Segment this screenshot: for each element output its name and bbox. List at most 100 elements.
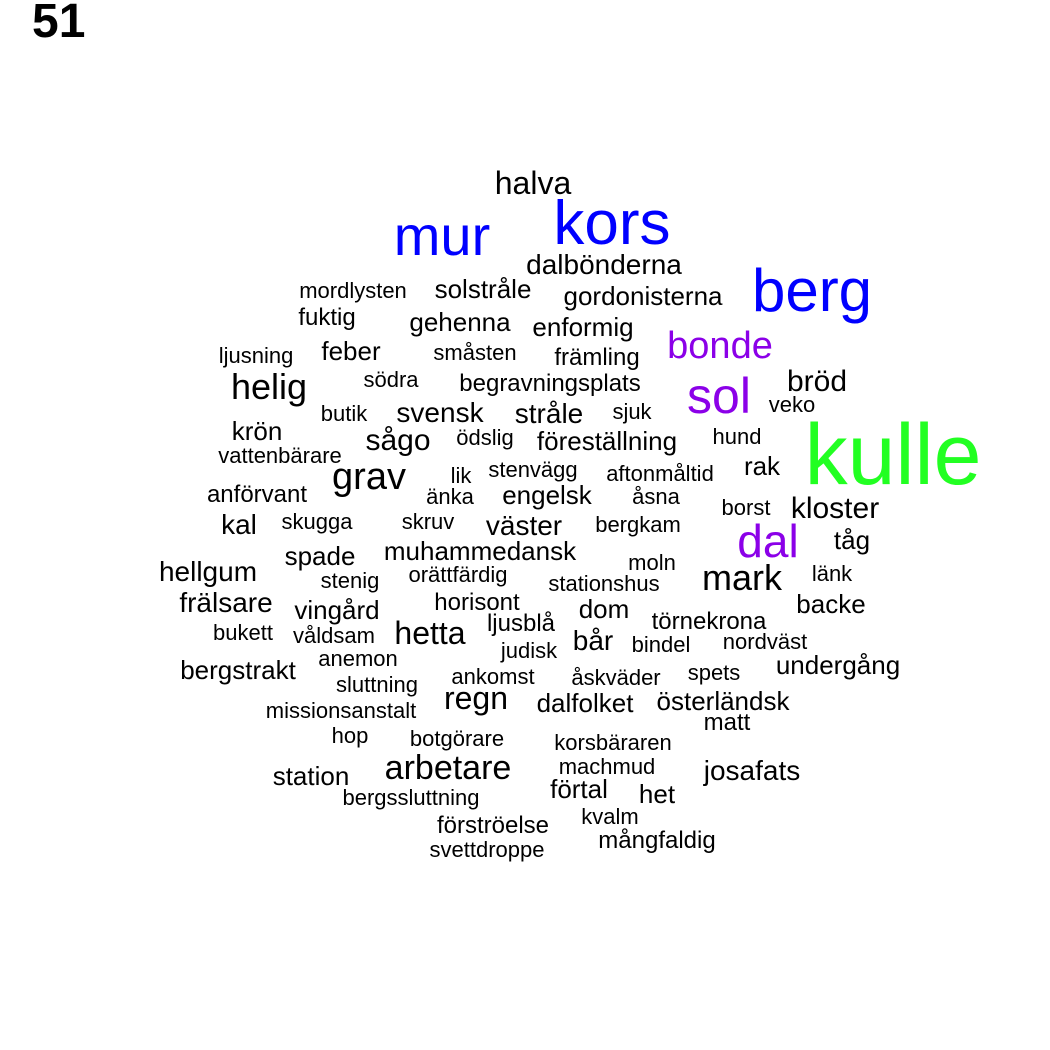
word-sluttning: sluttning <box>336 672 418 697</box>
word-sjuk: sjuk <box>612 399 652 424</box>
word-dalbönderna: dalbönderna <box>526 249 682 280</box>
word-bröd: bröd <box>786 365 848 398</box>
word-södra: södra <box>363 367 419 392</box>
word-het: het <box>638 779 676 809</box>
word-helig: helig <box>230 366 308 407</box>
word-mark: mark <box>702 557 782 598</box>
word-spets: spets <box>687 660 741 685</box>
word-enformig: enformig <box>532 312 634 342</box>
word-gordonisterna: gordonisterna <box>563 281 723 311</box>
word-svettdroppe: svettdroppe <box>429 837 545 862</box>
word-regn: regn <box>443 680 509 716</box>
word-halva: halva <box>494 165 572 201</box>
word-station: station <box>272 761 350 791</box>
word-kvalm: kvalm <box>581 804 639 829</box>
word-mur: mur <box>393 204 491 267</box>
word-ödslig: ödslig <box>456 425 514 450</box>
word-hop: hop <box>331 723 369 748</box>
word-engelsk: engelsk <box>502 480 592 510</box>
word-ljusning: ljusning <box>218 343 294 368</box>
word-mångfaldig: mångfaldig <box>598 827 716 854</box>
word-kulle: kulle <box>804 407 982 503</box>
word-främling: främling <box>554 344 640 371</box>
word-grav: grav <box>332 456 406 498</box>
word-anförvant: anförvant <box>206 481 308 508</box>
word-gehenna: gehenna <box>409 307 511 337</box>
word-bår: bår <box>572 625 614 656</box>
word-bergkam: bergkam <box>595 512 681 537</box>
word-svensk: svensk <box>396 397 484 428</box>
word-vingård: vingård <box>294 595 380 625</box>
word-mordlysten: mordlysten <box>299 278 407 303</box>
word-begravningsplats: begravningsplats <box>459 370 641 397</box>
word-dom: dom <box>578 594 630 624</box>
word-horisont: horisont <box>434 589 520 616</box>
word-feber: feber <box>321 336 381 366</box>
word-missionsanstalt: missionsanstalt <box>265 698 417 723</box>
word-småsten: småsten <box>433 340 517 365</box>
word-österländsk: österländsk <box>656 686 790 716</box>
word-föreställning: föreställning <box>536 426 678 456</box>
word-veko: veko <box>768 392 816 417</box>
word-stenvägg: stenvägg <box>488 457 578 482</box>
word-dalfolket: dalfolket <box>536 688 634 718</box>
word-berg: berg <box>751 257 873 324</box>
word-spade: spade <box>284 541 356 571</box>
word-stationshus: stationshus <box>548 571 660 596</box>
word-machmud: machmud <box>558 754 656 779</box>
word-butik: butik <box>320 401 368 426</box>
word-törnekrona: törnekrona <box>651 608 767 635</box>
word-anemon: anemon <box>318 646 398 671</box>
word-moln: moln <box>628 550 676 575</box>
word-stråle: stråle <box>514 398 584 429</box>
word-bergssluttning: bergssluttning <box>342 785 480 810</box>
word-rak: rak <box>743 451 781 481</box>
word-bonde: bonde <box>667 325 773 367</box>
word-hellgum: hellgum <box>158 556 258 587</box>
word-bindel: bindel <box>631 632 691 657</box>
word-fuktig: fuktig <box>298 304 356 331</box>
word-krön: krön <box>231 416 283 446</box>
word-matt: matt <box>703 709 751 736</box>
word-förtal: förtal <box>550 774 608 804</box>
word-våldsam: våldsam <box>293 623 375 648</box>
word-skruv: skruv <box>401 509 455 534</box>
word-ljusblå: ljusblå <box>486 610 556 637</box>
word-kors: kors <box>553 189 671 258</box>
word-åskväder: åskväder <box>571 665 661 690</box>
word-skugga: skugga <box>281 509 353 534</box>
word-bergstrakt: bergstrakt <box>180 655 296 685</box>
word-backe: backe <box>796 589 866 619</box>
word-änka: änka <box>426 484 474 509</box>
word-judisk: judisk <box>500 638 558 663</box>
word-lik: lik <box>450 463 472 488</box>
word-aftonmåltid: aftonmåltid <box>606 461 714 486</box>
word-undergång: undergång <box>775 650 901 680</box>
word-hetta: hetta <box>394 615 466 651</box>
word-förströelse: förströelse <box>436 812 550 839</box>
word-sol: sol <box>687 368 751 424</box>
word-korsbäraren: korsbäraren <box>554 730 672 755</box>
word-dal: dal <box>737 515 799 567</box>
word-väster: väster <box>485 510 563 541</box>
word-kloster: kloster <box>790 492 880 525</box>
word-stenig: stenig <box>320 568 380 593</box>
word-solstråle: solstråle <box>434 274 532 304</box>
word-länk: länk <box>811 561 853 586</box>
word-nordväst: nordväst <box>722 629 808 654</box>
word-arbetare: arbetare <box>384 749 512 787</box>
word-åsna: åsna <box>632 484 680 509</box>
word-vattenbärare: vattenbärare <box>218 443 342 468</box>
page-number: 51 <box>32 0 86 48</box>
word-frälsare: frälsare <box>179 587 273 618</box>
word-josafats: josafats <box>703 755 801 786</box>
word-borst: borst <box>721 495 771 520</box>
word-botgörare: botgörare <box>409 726 505 751</box>
word-bukett: bukett <box>213 620 273 645</box>
word-ankomst: ankomst <box>451 664 535 689</box>
word-hund: hund <box>712 424 762 449</box>
word-orättfärdig: orättfärdig <box>408 562 508 587</box>
word-kal: kal <box>221 509 257 540</box>
